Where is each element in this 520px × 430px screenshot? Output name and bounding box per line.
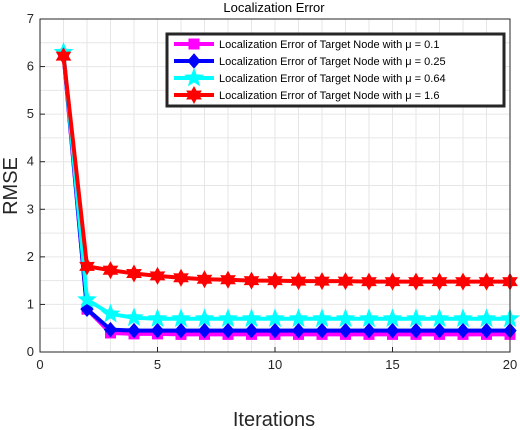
data-point bbox=[361, 272, 377, 291]
data-point bbox=[456, 322, 470, 339]
legend: Localization Error of Target Node with μ… bbox=[165, 32, 506, 108]
series-3 bbox=[53, 41, 520, 328]
data-point bbox=[241, 308, 262, 328]
x-axis-title: Iterations bbox=[233, 409, 315, 430]
data-point bbox=[268, 322, 282, 339]
data-point bbox=[338, 322, 353, 339]
y-tick-label: 4 bbox=[27, 154, 34, 169]
legend-label: Localization Error of Target Node with μ… bbox=[219, 73, 446, 85]
legend-box bbox=[165, 32, 506, 108]
x-tick-label: 0 bbox=[36, 357, 43, 372]
data-point bbox=[315, 322, 329, 339]
chart-title: Localization Error bbox=[223, 0, 325, 15]
y-tick-label: 1 bbox=[27, 296, 34, 311]
data-point bbox=[382, 308, 403, 328]
data-point bbox=[291, 322, 306, 339]
legend-item-1: Localization Error of Target Node with μ… bbox=[174, 38, 439, 51]
data-point bbox=[314, 272, 330, 291]
data-point bbox=[290, 272, 307, 291]
y-tick-label: 2 bbox=[27, 249, 34, 264]
y-axis-title: RMSE bbox=[0, 157, 22, 215]
data-point bbox=[244, 322, 259, 339]
data-point bbox=[432, 322, 447, 339]
data-point bbox=[55, 47, 72, 66]
y-tick-label: 3 bbox=[27, 201, 34, 216]
legend-marker bbox=[186, 85, 202, 105]
data-point bbox=[429, 308, 450, 328]
data-point bbox=[243, 271, 260, 290]
axes: 0 5 10 15 20 0 1 2 3 4 5 6 7 bbox=[27, 11, 517, 372]
data-point bbox=[194, 308, 215, 328]
y-tick-label: 7 bbox=[27, 11, 34, 26]
data-point bbox=[126, 264, 142, 283]
data-point bbox=[406, 308, 426, 328]
data-point bbox=[100, 303, 121, 323]
data-point bbox=[478, 272, 495, 291]
data-point bbox=[267, 271, 283, 290]
legend-item-4: Localization Error of Target Node with μ… bbox=[174, 85, 439, 105]
legend-marker bbox=[184, 67, 204, 87]
data-point bbox=[124, 307, 144, 327]
legend-label: Localization Error of Target Node with μ… bbox=[219, 90, 439, 102]
data-point bbox=[409, 322, 423, 339]
data-point bbox=[362, 322, 376, 339]
data-point bbox=[453, 308, 473, 328]
data-point bbox=[150, 322, 165, 339]
data-point bbox=[196, 270, 213, 289]
y-tick-label: 5 bbox=[27, 106, 34, 121]
data-point bbox=[431, 272, 448, 291]
data-point bbox=[171, 308, 191, 328]
y-tick-label: 0 bbox=[27, 344, 34, 359]
data-point bbox=[337, 272, 354, 291]
data-point bbox=[312, 308, 332, 328]
data-point bbox=[359, 308, 379, 328]
data-point bbox=[476, 308, 497, 328]
legend-label: Localization Error of Target Node with μ… bbox=[219, 56, 446, 68]
x-tick-label: 20 bbox=[503, 357, 517, 372]
data-point bbox=[149, 266, 166, 285]
x-tick-label: 5 bbox=[154, 357, 161, 372]
data-point bbox=[384, 272, 401, 291]
data-point bbox=[385, 322, 400, 339]
legend-item-2: Localization Error of Target Node with μ… bbox=[174, 53, 446, 69]
data-point bbox=[218, 308, 238, 328]
data-point bbox=[220, 270, 236, 289]
data-point bbox=[335, 308, 356, 328]
x-tick-label: 10 bbox=[268, 357, 282, 372]
data-point bbox=[221, 322, 235, 339]
data-point bbox=[147, 308, 168, 328]
x-tick-label: 15 bbox=[385, 357, 399, 372]
series-4 bbox=[55, 47, 518, 291]
data-point bbox=[479, 322, 494, 339]
data-point bbox=[103, 321, 118, 338]
data-point bbox=[455, 272, 471, 291]
legend-marker bbox=[188, 38, 200, 50]
data-point bbox=[173, 268, 189, 287]
data-point bbox=[265, 308, 285, 328]
series-layer bbox=[53, 41, 520, 340]
data-point bbox=[408, 272, 424, 291]
data-point bbox=[79, 257, 95, 276]
data-point bbox=[174, 322, 188, 339]
data-point bbox=[127, 322, 141, 339]
data-point bbox=[102, 261, 119, 280]
data-point bbox=[77, 289, 97, 309]
legend-item-3: Localization Error of Target Node with μ… bbox=[174, 67, 446, 87]
legend-label: Localization Error of Target Node with μ… bbox=[219, 39, 439, 51]
data-point bbox=[197, 322, 212, 339]
data-point bbox=[288, 308, 309, 328]
y-tick-label: 6 bbox=[27, 59, 34, 74]
